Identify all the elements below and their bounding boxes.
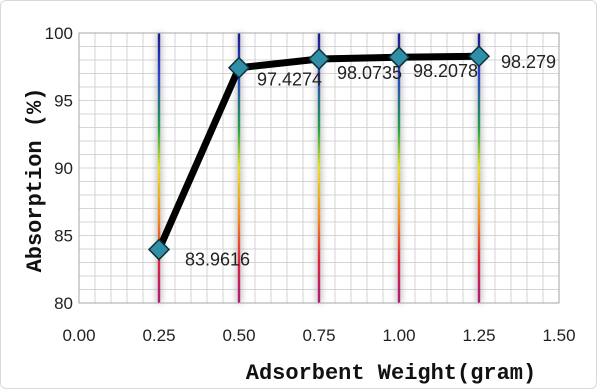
drop-lines-layer [155,33,483,303]
data-point-marker [307,47,331,71]
data-label: 98.0735 [337,63,402,83]
data-label: 83.9616 [185,250,250,270]
drop-line [477,33,481,303]
data-point-marker [227,56,251,79]
x-tick-label: 1.00 [382,326,415,345]
data-point-marker [147,238,171,261]
data-point-marker [387,46,411,69]
y-tick-label: 90 [54,159,73,178]
y-tick-label: 85 [54,227,73,246]
x-tick-label: 0.25 [142,326,175,345]
y-tick-label: 80 [54,294,73,313]
data-label: 97.4274 [257,70,322,90]
data-label: 98.279 [501,52,556,72]
drop-line [397,33,401,303]
drop-line [157,33,161,303]
axis-layer: 80 85 90 95 100 0.00 0.25 0.50 0.75 1.00 1.25 1.50 [45,24,576,345]
x-tick-label: 0.50 [222,326,255,345]
data-labels-layer: 83.9616 97.4274 98.0735 98.2078 98.279 [185,52,556,269]
y-tick-label: 95 [54,92,73,111]
data-label: 98.2078 [413,61,478,81]
x-axis-title: Adsorbent Weight(gram) [246,361,536,386]
x-tick-label: 1.50 [542,326,575,345]
drop-line [317,33,321,303]
x-tick-label: 0.00 [62,326,95,345]
series-layer [147,45,491,261]
y-axis-title: Absorption (%) [23,88,48,273]
drop-line [237,33,241,303]
x-tick-label: 0.75 [302,326,335,345]
x-tick-label: 1.25 [462,326,495,345]
plot-area-border [78,32,560,304]
y-tick-label: 100 [45,24,73,43]
data-point-marker [467,45,491,68]
